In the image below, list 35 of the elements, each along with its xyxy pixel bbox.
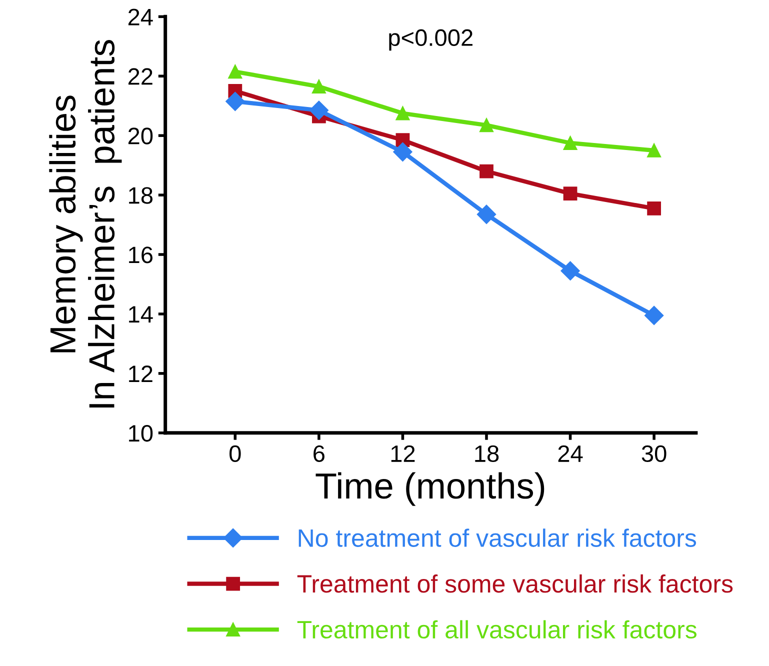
point xyxy=(226,92,245,111)
point xyxy=(563,136,578,150)
x-axis-title: Time (months) xyxy=(316,472,544,506)
y-tick-label: 10 xyxy=(129,424,153,442)
point xyxy=(312,80,326,94)
x-tick-label: 30 xyxy=(642,445,666,462)
point xyxy=(647,144,661,158)
annotation: p<0.002 xyxy=(389,29,472,51)
point xyxy=(647,201,661,216)
y-tick-label: 18 xyxy=(129,187,153,204)
point xyxy=(480,164,494,178)
x-tick-label: 6 xyxy=(314,445,324,462)
point xyxy=(309,100,328,120)
x-tick-label: 12 xyxy=(391,445,415,462)
y-tick-label: 22 xyxy=(128,68,152,85)
y-axis-title: Memory abilities In Alzheimer’s patients xyxy=(49,40,122,408)
y-tick-label: 20 xyxy=(128,128,153,144)
x-tick-label: 24 xyxy=(558,445,583,462)
point xyxy=(393,142,412,162)
x-tick-label: 18 xyxy=(475,445,499,462)
point xyxy=(563,186,578,200)
point xyxy=(644,306,664,325)
point xyxy=(476,204,496,224)
point xyxy=(396,106,410,120)
point xyxy=(228,64,242,79)
y-tick-label: 16 xyxy=(129,246,152,264)
y-tick-label: 12 xyxy=(129,366,152,382)
x-tick-label: 0 xyxy=(230,445,241,462)
legend-label: Treatment of all vascular risk factors xyxy=(297,620,696,639)
point xyxy=(560,261,580,280)
legend-label: No treatment of vascular risk factors xyxy=(298,528,696,547)
y-tick-label: 14 xyxy=(129,306,153,323)
y-tick-label: 24 xyxy=(128,8,153,26)
legend-label: Treatment of some vascular risk factors xyxy=(297,574,733,593)
point xyxy=(480,118,494,132)
